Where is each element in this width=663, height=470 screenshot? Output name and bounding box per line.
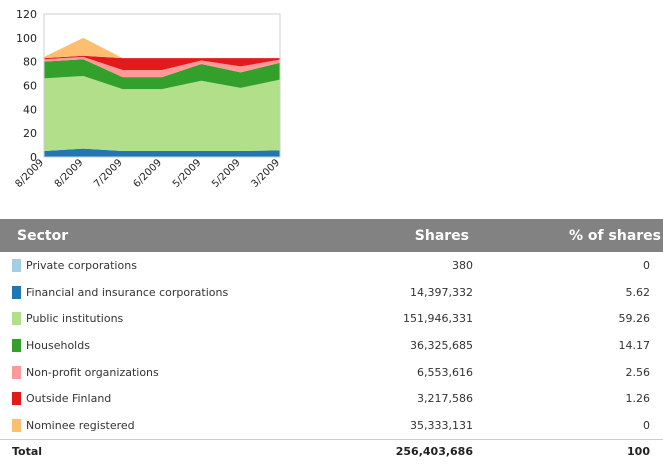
legend-swatch (12, 365, 21, 379)
row-sector-label: Public institutions (26, 312, 124, 326)
chart-areas (44, 37, 280, 157)
x-tick-label: 7/2009 (92, 157, 125, 190)
row-sector: Private corporations (0, 258, 367, 272)
row-pct: 0 (643, 258, 650, 272)
row-shares: 151,946,331 (403, 312, 473, 326)
table-row: Non-profit organizations 6,553,616 2.56 (0, 359, 663, 386)
row-pct: 59.26 (618, 312, 651, 326)
row-sector: Nominee registered (0, 418, 367, 432)
area-series-5 (44, 55, 280, 71)
row-shares: 35,333,131 (410, 418, 473, 432)
x-tick-label: 5/2009 (210, 157, 243, 190)
header-pct: % of shares (569, 227, 661, 244)
table-row: Public institutions 151,946,331 59.26 (0, 305, 663, 332)
legend-swatch (12, 285, 21, 299)
row-sector: Non-profit organizations (0, 365, 367, 379)
legend-swatch (12, 312, 21, 326)
total-label: Total (12, 445, 43, 459)
area-series-2 (44, 75, 280, 152)
y-tick-label: 20 (23, 127, 37, 140)
y-tick-label: 60 (23, 80, 37, 93)
y-tick-label: 0 (30, 151, 37, 164)
total-shares: 256,403,686 (395, 445, 473, 459)
area-series-4 (44, 56, 280, 78)
x-tick-label: 5/2009 (171, 157, 204, 190)
row-sector-label: Non-profit organizations (26, 365, 159, 379)
legend-swatch (12, 258, 21, 272)
row-sector-label: Households (26, 338, 90, 352)
plot-frame (43, 13, 281, 158)
table-row: Private corporations 380 0 (0, 252, 663, 279)
table-row: Outside Finland 3,217,586 1.26 (0, 385, 663, 412)
row-pct: 2.56 (625, 365, 651, 379)
x-tick-label: 3/2009 (249, 157, 282, 190)
row-sector: Financial and insurance corporations (0, 285, 367, 299)
area-series-3 (44, 59, 280, 90)
total-pct: 100 (627, 445, 650, 459)
row-shares: 3,217,586 (417, 392, 473, 406)
row-sector-label: Private corporations (26, 258, 137, 272)
row-sector: Households (0, 338, 367, 352)
y-tick-label: 80 (23, 56, 37, 69)
row-shares: 6,553,616 (417, 365, 473, 379)
table-row: Financial and insurance corporations 14,3… (0, 279, 663, 306)
row-sector-label: Financial and insurance corporations (26, 285, 229, 299)
y-tick-label: 40 (23, 103, 37, 116)
x-tick-label: 8/2009 (53, 157, 86, 190)
header-sector: Sector (17, 227, 69, 244)
row-pct: 0 (643, 418, 650, 432)
table-row: Nominee registered 35,333,131 0 (0, 412, 663, 439)
x-tick-label: 6/2009 (131, 157, 164, 190)
table-header: Sector Shares % of shares (0, 219, 663, 252)
row-pct: 1.26 (625, 392, 651, 406)
row-shares: 14,397,332 (410, 285, 473, 299)
row-pct: 5.62 (625, 285, 651, 299)
area-series-6 (44, 37, 280, 59)
row-sector: Public institutions (0, 312, 367, 326)
header-shares: Shares (414, 227, 469, 244)
row-shares: 380 (452, 258, 473, 272)
row-sector: Outside Finland (0, 392, 367, 406)
table-row: Households 36,325,685 14.17 (0, 332, 663, 359)
row-pct: 14.17 (618, 338, 651, 352)
legend-swatch (12, 392, 21, 406)
row-sector-label: Outside Finland (26, 392, 112, 406)
y-tick-label: 120 (16, 8, 37, 21)
legend-swatch (12, 418, 21, 432)
row-sector-label: Nominee registered (26, 418, 135, 432)
area-series-1 (44, 148, 280, 157)
sector-table: Sector Shares % of shares Private corpor… (0, 219, 663, 464)
table-body: Private corporations 380 0 Financial and in… (0, 252, 663, 439)
row-shares: 36,325,685 (410, 338, 473, 352)
table-total-row: Total 256,403,686 100 (0, 438, 663, 464)
legend-swatch (12, 338, 21, 352)
y-tick-label: 100 (16, 32, 37, 45)
